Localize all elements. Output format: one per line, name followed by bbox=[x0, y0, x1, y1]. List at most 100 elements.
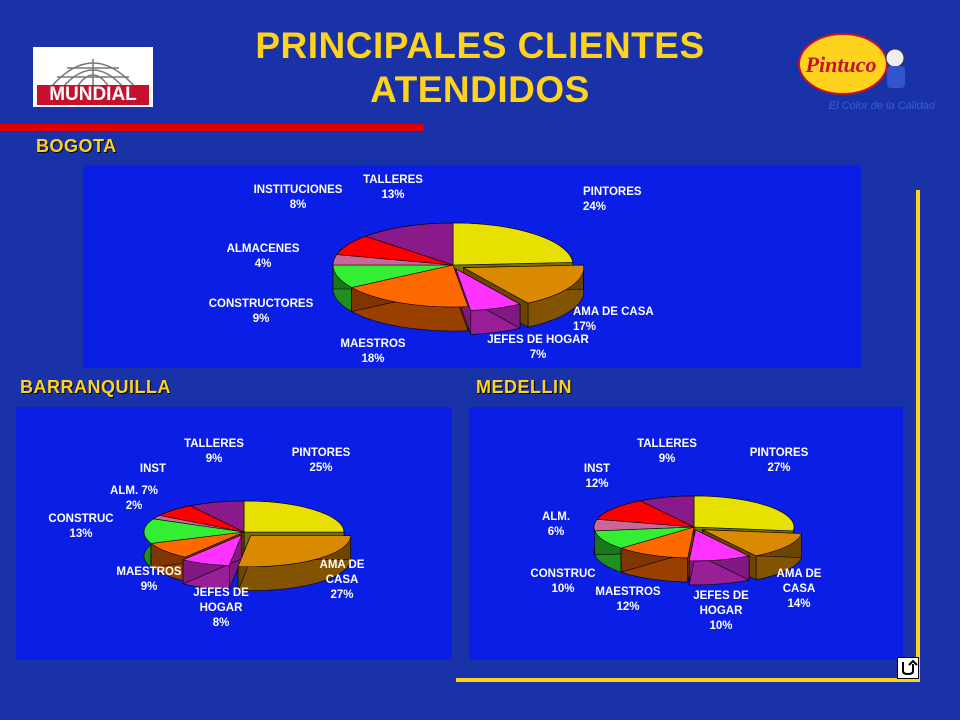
pie-slice-jefes-de-hogar bbox=[182, 534, 243, 566]
pie-slice-maestros bbox=[350, 264, 469, 308]
mundial-logo-text: MUNDIAL bbox=[49, 84, 137, 105]
slice-label-line: MAESTROS bbox=[340, 338, 406, 350]
slice-label-line: HOGAR bbox=[700, 605, 744, 617]
section-label-bogota: BOGOTA bbox=[36, 136, 117, 156]
chart-panel-barranquilla: PINTORES 25% AMA DE CASA 27% JEFES DE HOGAR 8% M… bbox=[16, 407, 452, 660]
chart-panel-bogota: PINTORES 24% AMA DE CASA 17% JEFES DE HOGAR 7… bbox=[83, 165, 861, 368]
slice-label-ama-de-casa: AMA DE CASA 17% bbox=[573, 306, 654, 333]
slice-label-maestros: MAESTROS 18% bbox=[340, 338, 406, 365]
slice-label-line: 8% bbox=[290, 199, 307, 211]
slice-label-line: 9% bbox=[253, 313, 270, 325]
slice-label-line: AMA DE bbox=[320, 559, 365, 571]
slice-label-line: JEFES DE bbox=[193, 587, 249, 599]
slice-label-line: 25% bbox=[309, 462, 332, 474]
page-title: PRINCIPALES CLIENTES ATENDIDOS bbox=[230, 24, 730, 112]
pie-slice-inst bbox=[596, 500, 695, 528]
slice-label-maestros: MAESTROS 9% bbox=[116, 566, 182, 593]
title-line-1: PRINCIPALES CLIENTES bbox=[255, 25, 705, 66]
slice-label-line: MAESTROS bbox=[116, 566, 182, 578]
pie-slice-ama-de-casa bbox=[237, 535, 351, 568]
slice-label-line: TALLERES bbox=[363, 174, 423, 186]
slice-label-line: 27% bbox=[767, 462, 790, 474]
slice-label-line: 10% bbox=[709, 620, 732, 632]
slice-label-jefes-de-hogar: JEFES DE HOGAR 10% bbox=[693, 590, 749, 632]
pie-chart-barranquilla: PINTORES 25% AMA DE CASA 27% JEFES DE HOGAR 8% M… bbox=[48, 438, 365, 629]
section-label-barranquilla: BARRANQUILLA bbox=[20, 377, 171, 397]
slice-label-line: 13% bbox=[381, 189, 404, 201]
slice-label-line: 12% bbox=[585, 478, 608, 490]
slice-label-line: 14% bbox=[787, 598, 810, 610]
slice-label-jefes-de-hogar: JEFES DE HOGAR 8% bbox=[193, 587, 249, 629]
slice-label-talleres: TALLERES 9% bbox=[184, 438, 244, 465]
pie-slice-maestros bbox=[620, 526, 695, 559]
slice-label-line: 17% bbox=[573, 321, 596, 333]
slice-label-line: PINTORES bbox=[750, 447, 809, 459]
pie-slice-talleres bbox=[364, 222, 454, 266]
slice-label-inst: INST bbox=[140, 463, 166, 475]
slice-label-line: JEFES DE HOGAR bbox=[487, 334, 589, 346]
slice-label-jefes-de-hogar: JEFES DE HOGAR 7% bbox=[487, 334, 589, 361]
slice-label-line: CONSTRUC bbox=[48, 513, 113, 525]
globe-icon bbox=[37, 59, 149, 105]
pie-slice-pintores bbox=[693, 495, 795, 532]
title-line-2: ATENDIDOS bbox=[370, 69, 590, 110]
slice-label-line: 9% bbox=[659, 453, 676, 465]
pie-slice-ama-de-casa bbox=[462, 264, 584, 304]
slice-label-line: HOGAR bbox=[200, 602, 244, 614]
slice-label-line: 2% bbox=[126, 500, 143, 512]
painter-icon bbox=[885, 48, 905, 68]
slice-label-line: MAESTROS bbox=[595, 586, 661, 598]
pie-slice-pintores bbox=[243, 500, 345, 533]
slice-label-line: 18% bbox=[361, 353, 384, 365]
slice-label-construc: CONSTRUC 10% bbox=[530, 568, 595, 595]
mundial-logo: MUNDIAL bbox=[33, 47, 153, 107]
slice-label-line: JEFES DE bbox=[693, 590, 749, 602]
slice-label-line: PINTORES bbox=[292, 447, 351, 459]
slice-label-ama-de-casa: AMA DE CASA 27% bbox=[320, 559, 365, 601]
slice-label-line: CASA bbox=[783, 583, 816, 595]
pie-slice-pintores bbox=[452, 222, 574, 266]
slice-label-line: CASA bbox=[326, 574, 359, 586]
slice-label-line: CONSTRUC bbox=[530, 568, 595, 580]
slice-label-line: 8% bbox=[213, 617, 230, 629]
chart-panel-medellin: PINTORES 27% AMA DE CASA 14% JEFES DE HOGAR 10%… bbox=[469, 407, 903, 660]
slice-label-almacenes: ALMACENES 4% bbox=[227, 243, 300, 270]
slice-label-pintores: PINTORES 25% bbox=[292, 447, 351, 474]
slice-label-line: 10% bbox=[551, 583, 574, 595]
pie-slice-jefes-de-hogar bbox=[455, 268, 521, 311]
slice-label-line: CONSTRUCTORES bbox=[209, 298, 314, 310]
slice-label-instituciones: INSTITUCIONES 8% bbox=[254, 184, 343, 211]
red-divider bbox=[0, 124, 424, 131]
slice-label-line: INST bbox=[140, 463, 166, 475]
pie-slice-jefes-de-hogar bbox=[688, 529, 751, 562]
slice-label-line: 9% bbox=[141, 581, 158, 593]
slice-label-line: 12% bbox=[616, 601, 639, 613]
slice-label-line: 24% bbox=[583, 201, 606, 213]
slice-label-line: 27% bbox=[330, 589, 353, 601]
pie-slice-talleres bbox=[639, 495, 695, 528]
slice-label-line: AMA DE bbox=[777, 568, 822, 580]
slice-label-talleres: TALLERES 13% bbox=[363, 174, 423, 201]
slice-label-line: 9% bbox=[206, 453, 223, 465]
slice-label-line: TALLERES bbox=[184, 438, 244, 450]
slice-label-line: ALM. bbox=[542, 511, 570, 523]
slice-label-construc: CONSTRUC 13% bbox=[48, 513, 113, 540]
slice-label-pintores: PINTORES 24% bbox=[583, 186, 642, 213]
return-button[interactable] bbox=[897, 657, 919, 679]
slice-label-maestros: MAESTROS 12% bbox=[595, 586, 661, 613]
slice-label-line: 6% bbox=[548, 526, 565, 538]
slice-label-line: AMA DE CASA bbox=[573, 306, 654, 318]
pintuco-logo-text: Pintuco bbox=[805, 52, 877, 77]
slice-label-alm-: ALM. 6% bbox=[542, 511, 570, 538]
slice-label-line: 7% bbox=[530, 349, 547, 361]
slice-label-line: PINTORES bbox=[583, 186, 642, 198]
slice-label-talleres: TALLERES 9% bbox=[637, 438, 697, 465]
pie-slice-construc bbox=[143, 518, 245, 544]
pie-slice-ama-de-casa bbox=[702, 529, 803, 557]
pie-chart-bogota: PINTORES 24% AMA DE CASA 17%JEFES DE HOGAR 7… bbox=[209, 174, 654, 365]
slice-label-line: ALMACENES bbox=[227, 243, 300, 255]
slice-label-ama-de-casa: AMA DE CASA 14% bbox=[777, 568, 822, 610]
slice-label-line: 13% bbox=[69, 528, 92, 540]
slice-label-inst: INST 12% bbox=[584, 463, 610, 490]
slice-label-line: INSTITUCIONES bbox=[254, 184, 343, 196]
